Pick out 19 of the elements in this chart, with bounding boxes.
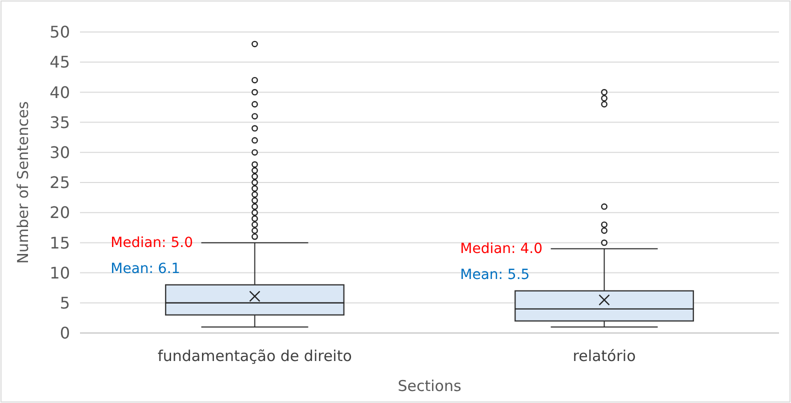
y-tick-label: 40	[50, 82, 70, 102]
annotation: Median: 4.0	[460, 240, 542, 257]
y-axis-title: Number of Sentences	[14, 101, 32, 264]
y-tick-label: 45	[50, 52, 70, 72]
y-tick-label: 15	[50, 233, 70, 252]
y-tick-label: 35	[50, 112, 70, 132]
annotation: Mean: 5.5	[460, 266, 530, 283]
y-tick-label: 10	[50, 263, 70, 282]
annotation: Mean: 6.1	[110, 260, 180, 277]
x-axis-title: Sections	[398, 377, 462, 395]
annotation: Median: 5.0	[110, 234, 193, 251]
x-tick-label: fundamentação de direito	[158, 347, 352, 365]
y-tick-label: 0	[60, 324, 70, 343]
y-tick-label: 50	[50, 22, 70, 42]
y-tick-label: 25	[50, 173, 70, 192]
y-tick-label: 30	[50, 143, 70, 162]
y-tick-label: 20	[50, 203, 70, 222]
x-tick-label: relatório	[572, 347, 636, 365]
y-tick-label: 5	[60, 294, 70, 312]
